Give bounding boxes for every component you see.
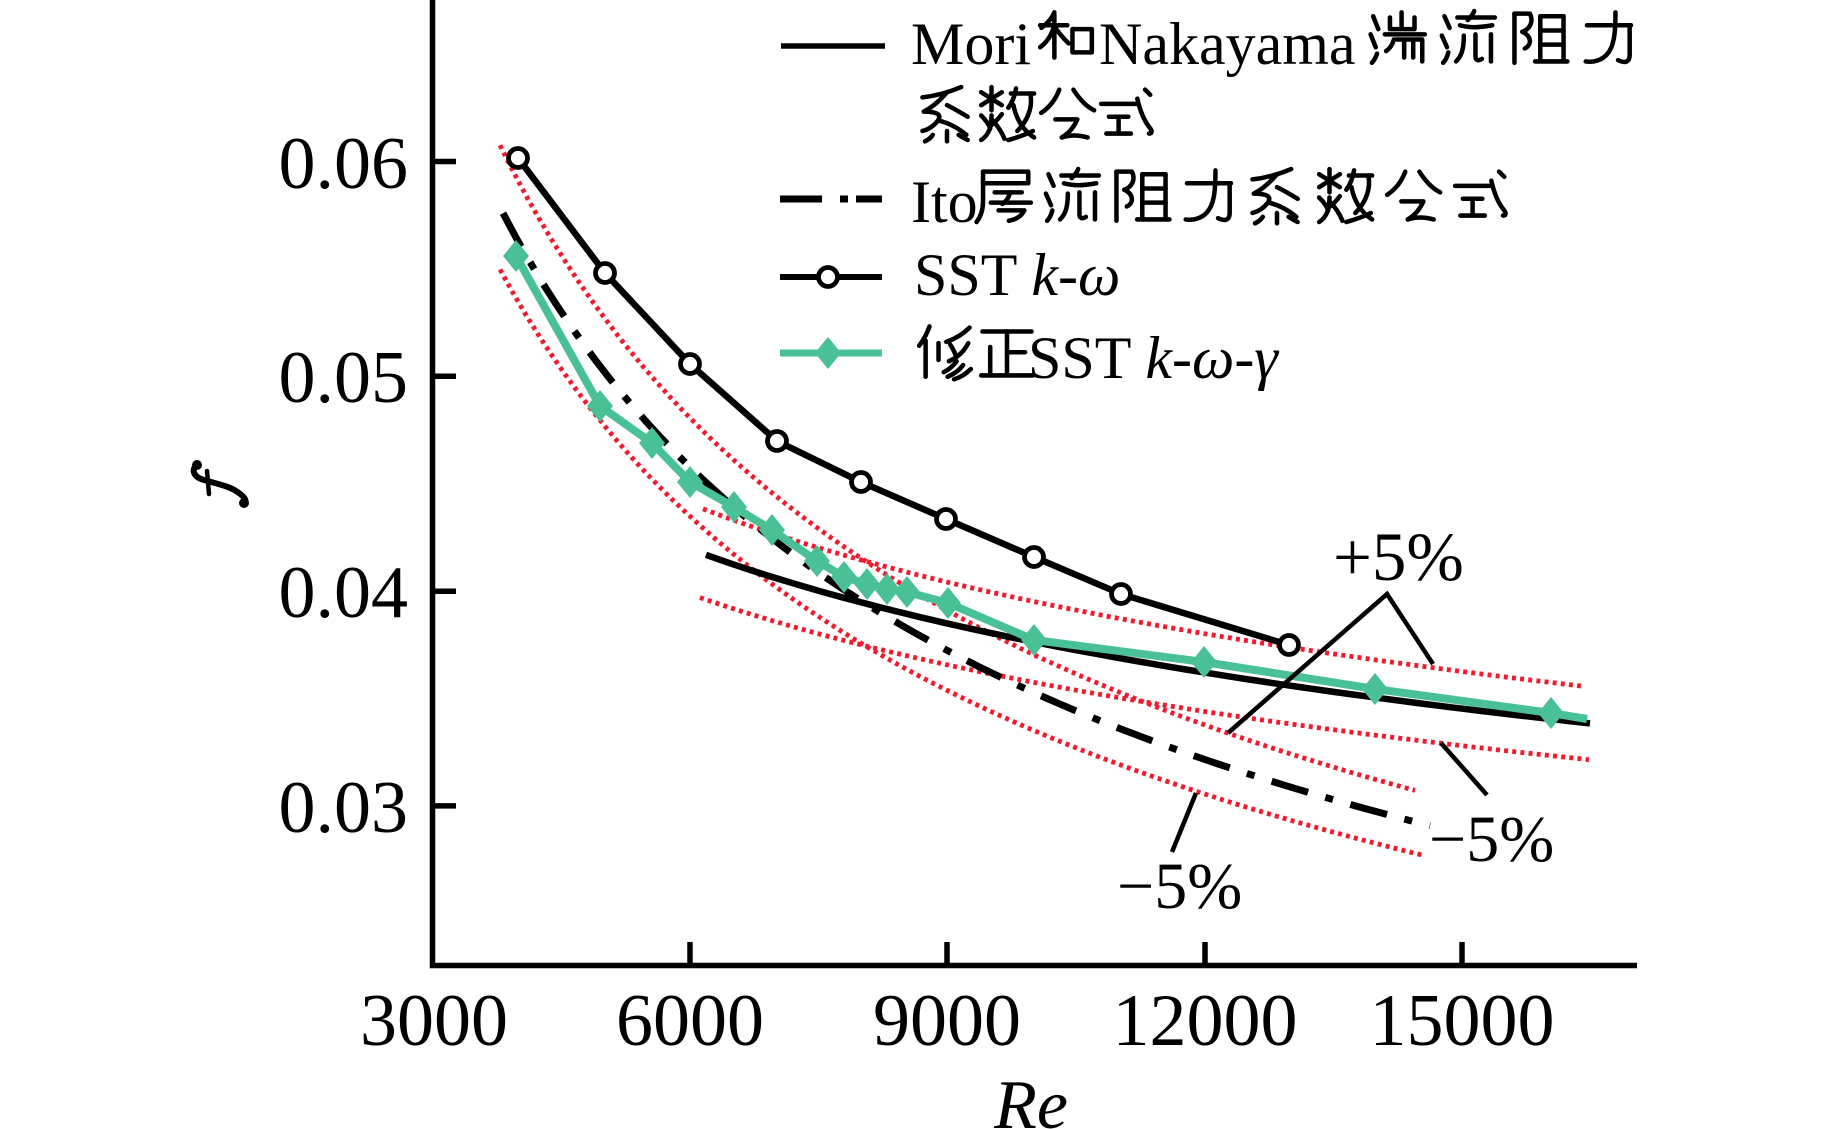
svg-text:−5%: −5%: [1117, 850, 1242, 923]
svg-text:0.03: 0.03: [279, 767, 409, 849]
svg-text:SST k-ω-γ: SST k-ω-γ: [1028, 325, 1279, 391]
svg-text:Mori: Mori: [911, 11, 1031, 77]
svg-text:0.05: 0.05: [279, 337, 409, 419]
svg-text:6000: 6000: [616, 980, 764, 1062]
svg-text:Nakayama: Nakayama: [1099, 11, 1356, 77]
svg-text:+5%: +5%: [1333, 519, 1464, 595]
svg-text:3000: 3000: [360, 980, 508, 1062]
svg-text:9000: 9000: [873, 980, 1021, 1062]
svg-text:−5%: −5%: [1429, 803, 1554, 876]
svg-text:12000: 12000: [1113, 980, 1298, 1062]
svg-text:Ito: Ito: [911, 169, 978, 235]
svg-text:0.04: 0.04: [279, 552, 409, 634]
svg-text:SST k-ω: SST k-ω: [914, 242, 1120, 308]
svg-text:Re: Re: [993, 1067, 1068, 1129]
svg-text:15000: 15000: [1370, 980, 1555, 1062]
svg-text:0.06: 0.06: [279, 123, 409, 205]
